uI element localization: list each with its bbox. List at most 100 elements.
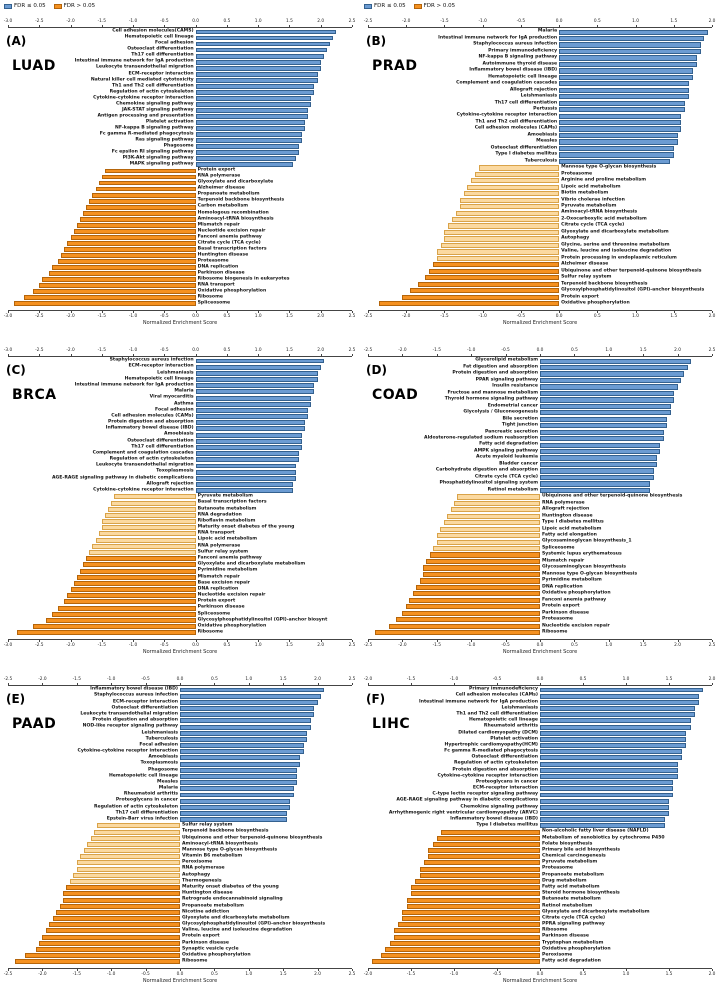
axis-tick-label: 0.5: [223, 642, 231, 648]
axis-tick-label: 0.0: [536, 347, 544, 353]
axis-tick-label: 0.0: [176, 676, 184, 682]
nes-bar: [540, 761, 678, 767]
nes-bar: [51, 611, 196, 617]
legend-item-fdr-gt: FDR > 0.05: [53, 3, 95, 9]
nes-bar: [559, 61, 697, 68]
pathway-label: Autophagy: [182, 872, 211, 878]
axis-tick: [482, 311, 484, 313]
nes-bar: [195, 114, 309, 119]
axis-tick-label: -2.5: [35, 347, 44, 353]
axis-tick-label: 0.0: [536, 971, 544, 977]
axis-tick: [368, 354, 369, 356]
nes-bar: [425, 275, 560, 281]
nes-bar: [195, 120, 306, 125]
pathway-label: Leishmaniasis: [157, 370, 194, 376]
pathway-label: Autoimmune thyroid disease: [482, 61, 558, 67]
axis-tick: [39, 25, 41, 27]
pathway-label: Focal adhesion: [139, 742, 178, 748]
panel-D: (D) COAD -2.5 -2.0 -1.5 -1.0 -0.5 0.0 0.5 1.0 1.5 2…: [360, 343, 720, 672]
pathway-label: Parkinson disease: [542, 934, 589, 940]
axis-tick-label: -1.5: [97, 18, 107, 24]
axis-tick-label: -2.5: [363, 347, 373, 353]
axis-tick-label: -2.0: [66, 313, 75, 319]
pathway-label: Spliceosome: [197, 300, 231, 306]
axis-tick: [626, 683, 627, 685]
nes-bar: [76, 574, 196, 580]
axis-tick-label: -3.0: [3, 18, 13, 24]
axis-tick-label: -1.5: [440, 313, 449, 319]
nes-bar: [83, 848, 180, 854]
nes-bar: [428, 848, 540, 854]
cancer-type-label: LUAD: [12, 58, 56, 74]
nes-bar: [195, 35, 334, 41]
axis-tick-label: -3.0: [3, 313, 13, 319]
pathway-label: PPRA signaling pathway: [542, 921, 605, 927]
axis-tick-label: 2.0: [317, 18, 325, 24]
nes-bar: [540, 371, 685, 377]
nes-bar: [436, 539, 540, 545]
pathway-label: Inflammatory bowel disease (IBD): [105, 425, 194, 431]
nes-bar: [440, 242, 560, 249]
axis-tick-label: -1.5: [440, 18, 449, 24]
pathway-label: Tryptophan metabolism: [542, 940, 604, 946]
axis-tick: [164, 354, 166, 356]
nes-bar: [540, 736, 687, 742]
nes-bar: [388, 623, 540, 629]
axis-tick: [471, 640, 473, 642]
pathway-label: Protein digestion and absorption: [108, 419, 194, 425]
nes-bar: [95, 186, 196, 192]
nes-bar: [180, 699, 318, 705]
axis-tick-label: -1.5: [97, 642, 107, 648]
pathway-label: Chemokine signaling pathway: [116, 101, 194, 107]
pathway-label: Antigen processing and presentation: [97, 113, 194, 119]
nes-bar: [559, 120, 682, 126]
pathway-label: Glyoxylate and dicarboxylate metabolism: [542, 909, 650, 915]
pathway-label: Osteoclast differentiation: [127, 47, 194, 53]
axis-tick-label: -1.0: [128, 642, 138, 648]
nes-bar: [457, 494, 540, 500]
pathway-label: Arrhythmogenic right ventricular cardiom…: [388, 810, 538, 816]
legend-left: FDR ≤ 0.05 FDR > 0.05: [4, 3, 95, 9]
axis-tick: [283, 969, 285, 971]
pathway-label: Glycine, serine and threonine metabolism: [561, 242, 670, 248]
pathway-label: Pertussis: [533, 106, 558, 112]
pathway-label: Citrate cycle (TCA cycle): [542, 915, 606, 921]
axis-tick-label: -0.5: [160, 18, 169, 24]
axis-tick-label: 2.5: [708, 347, 716, 353]
axis-tick-label: 1.0: [622, 971, 630, 977]
pathway-label: Tuberculosis: [524, 158, 558, 164]
axis-tick-label: 1.5: [665, 971, 673, 977]
nes-bar: [559, 55, 697, 61]
axis-tick: [352, 311, 353, 313]
pathway-label: Viral myocarditis: [149, 395, 194, 401]
nes-bar: [80, 854, 180, 860]
axis-tick: [133, 354, 135, 356]
axis-tick: [402, 354, 404, 356]
nes-bar: [14, 959, 180, 965]
nes-bar: [540, 461, 657, 468]
nes-bar: [89, 550, 196, 555]
nes-bar: [452, 216, 560, 223]
pathway-label: Cytokine-cytokine receptor interaction: [93, 487, 194, 493]
nes-bar: [385, 946, 540, 952]
nes-bar: [195, 463, 296, 469]
pathway-label: RNA polymerase: [197, 173, 241, 179]
axis-tick: [289, 640, 291, 642]
axis-tick-label: 1.0: [254, 347, 262, 353]
nes-bar: [444, 236, 560, 242]
pathway-label: NF-kappa B signaling pathway: [478, 54, 558, 60]
nes-bar: [475, 171, 560, 177]
pathway-label: 2-Oxocarboxylic acid metabolism: [561, 216, 647, 222]
pathway-label: Butanoate metabolism: [197, 506, 257, 512]
nes-bar: [478, 165, 560, 171]
pathway-label: Valine, leucine and isoleucine degradati…: [561, 248, 672, 254]
pathway-label: PPAR signaling pathway: [475, 377, 538, 383]
nes-bar: [423, 571, 540, 578]
pathway-label: Non-alcoholic fatty liver disease (NAFLD…: [542, 829, 649, 835]
cancer-type-label: COAD: [372, 387, 419, 403]
pathway-label: Fructose and mannose metabolism: [447, 390, 538, 396]
axis-tick-label: 2.5: [348, 676, 356, 682]
axis-tick-label: 0.0: [192, 642, 200, 648]
nes-bar: [540, 693, 700, 699]
axis-tick: [101, 311, 103, 313]
